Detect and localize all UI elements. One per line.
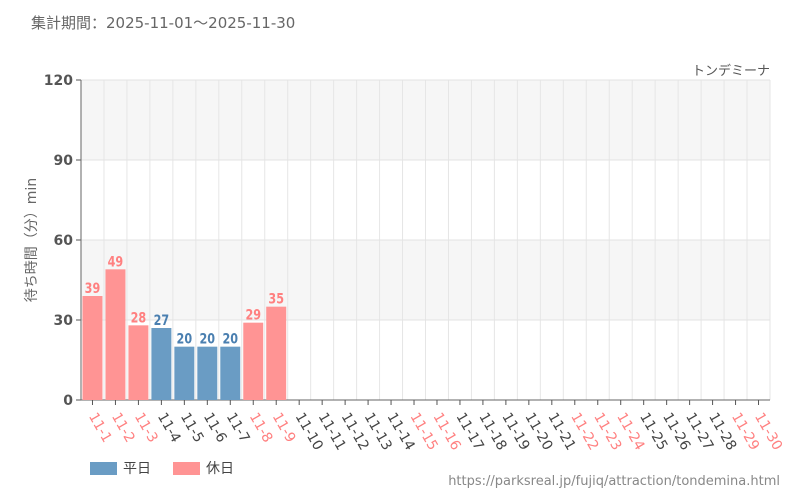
legend-weekday[interactable]: 平日 [90,458,151,478]
data-label: 39 [85,280,101,297]
legend-holiday[interactable]: 休日 [173,458,234,478]
legend-weekday-label: 平日 [123,461,151,477]
bar [266,306,287,400]
bar [82,296,103,400]
y-axis-label: 待ち時間（分）min [24,178,40,302]
legend: 平日 休日 [90,458,234,478]
x-tick-label: 11-9 [269,410,299,446]
source-url[interactable]: https://parksreal.jp/fujiq/attraction/to… [448,474,780,489]
y-tick-label: 30 [54,313,74,329]
x-tick-label: 11-6 [200,410,230,446]
data-label: 20 [177,330,193,347]
legend-holiday-label: 休日 [206,461,234,477]
data-label: 35 [268,290,284,307]
period-label: 集計期間：2025-11-01～2025-11-30 [31,14,296,32]
y-tick-label: 60 [54,233,74,249]
y-tick-label: 120 [44,73,73,89]
x-tick-label: 11-8 [246,410,276,446]
x-tick-label: 11-5 [177,410,207,446]
bar [174,346,195,400]
x-tick-label: 11-2 [108,410,138,446]
x-tick-label: 11-1 [85,410,115,446]
data-label: 27 [154,312,170,329]
bar [128,325,149,400]
bar [105,269,126,400]
data-label: 28 [131,309,147,326]
data-label: 20 [222,330,238,347]
data-label: 29 [245,306,261,323]
y-tick-label: 0 [63,393,73,409]
x-tick-label: 11-7 [223,410,253,446]
y-tick-label: 90 [54,153,74,169]
attraction-name: トンデミーナ [691,64,770,79]
bar [220,346,241,400]
x-tick-label: 11-3 [131,410,161,446]
weekday-swatch [90,461,117,475]
x-tick-label: 11-4 [154,410,184,446]
holiday-swatch [173,461,200,475]
data-label: 20 [200,330,216,347]
bar [197,346,218,400]
bar [151,328,172,400]
data-label: 49 [108,253,124,270]
bar [243,322,264,400]
